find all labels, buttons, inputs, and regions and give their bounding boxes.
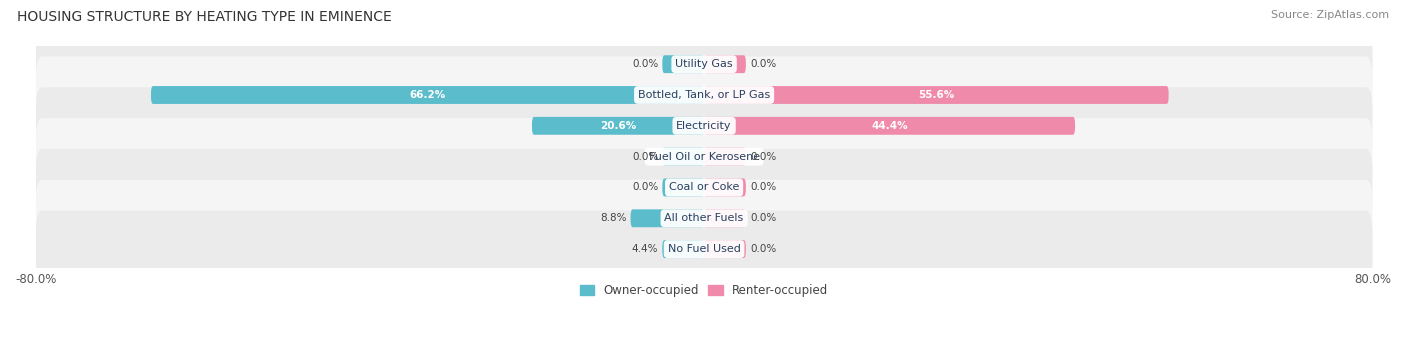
Text: 66.2%: 66.2% bbox=[409, 90, 446, 100]
FancyBboxPatch shape bbox=[531, 117, 704, 135]
Text: 4.4%: 4.4% bbox=[631, 244, 658, 254]
Text: No Fuel Used: No Fuel Used bbox=[668, 244, 741, 254]
Text: 0.0%: 0.0% bbox=[749, 244, 776, 254]
Text: 0.0%: 0.0% bbox=[749, 59, 776, 69]
FancyBboxPatch shape bbox=[704, 117, 1076, 135]
FancyBboxPatch shape bbox=[150, 86, 704, 104]
FancyBboxPatch shape bbox=[630, 209, 704, 227]
FancyBboxPatch shape bbox=[704, 240, 745, 258]
Text: All other Fuels: All other Fuels bbox=[665, 213, 744, 223]
FancyBboxPatch shape bbox=[35, 211, 1372, 287]
Text: Electricity: Electricity bbox=[676, 121, 733, 131]
Text: 20.6%: 20.6% bbox=[600, 121, 636, 131]
FancyBboxPatch shape bbox=[704, 209, 745, 227]
Text: Bottled, Tank, or LP Gas: Bottled, Tank, or LP Gas bbox=[638, 90, 770, 100]
FancyBboxPatch shape bbox=[704, 86, 1168, 104]
Text: 0.0%: 0.0% bbox=[631, 152, 658, 162]
Text: 44.4%: 44.4% bbox=[872, 121, 908, 131]
Text: Source: ZipAtlas.com: Source: ZipAtlas.com bbox=[1271, 10, 1389, 20]
FancyBboxPatch shape bbox=[35, 26, 1372, 103]
Legend: Owner-occupied, Renter-occupied: Owner-occupied, Renter-occupied bbox=[575, 279, 832, 302]
FancyBboxPatch shape bbox=[35, 87, 1372, 164]
FancyBboxPatch shape bbox=[704, 148, 745, 166]
Text: 0.0%: 0.0% bbox=[631, 182, 658, 192]
Text: 55.6%: 55.6% bbox=[918, 90, 955, 100]
FancyBboxPatch shape bbox=[35, 149, 1372, 226]
Text: 8.8%: 8.8% bbox=[600, 213, 627, 223]
Text: Utility Gas: Utility Gas bbox=[675, 59, 733, 69]
FancyBboxPatch shape bbox=[704, 179, 745, 196]
Text: 0.0%: 0.0% bbox=[749, 213, 776, 223]
Text: HOUSING STRUCTURE BY HEATING TYPE IN EMINENCE: HOUSING STRUCTURE BY HEATING TYPE IN EMI… bbox=[17, 10, 392, 24]
FancyBboxPatch shape bbox=[704, 55, 745, 73]
Text: 0.0%: 0.0% bbox=[749, 152, 776, 162]
Text: 0.0%: 0.0% bbox=[631, 59, 658, 69]
FancyBboxPatch shape bbox=[35, 57, 1372, 134]
FancyBboxPatch shape bbox=[35, 180, 1372, 257]
FancyBboxPatch shape bbox=[662, 179, 704, 196]
Text: 0.0%: 0.0% bbox=[749, 182, 776, 192]
Text: Fuel Oil or Kerosene: Fuel Oil or Kerosene bbox=[648, 152, 759, 162]
FancyBboxPatch shape bbox=[35, 118, 1372, 195]
FancyBboxPatch shape bbox=[662, 148, 704, 166]
FancyBboxPatch shape bbox=[662, 240, 704, 258]
FancyBboxPatch shape bbox=[662, 55, 704, 73]
Text: Coal or Coke: Coal or Coke bbox=[669, 182, 740, 192]
